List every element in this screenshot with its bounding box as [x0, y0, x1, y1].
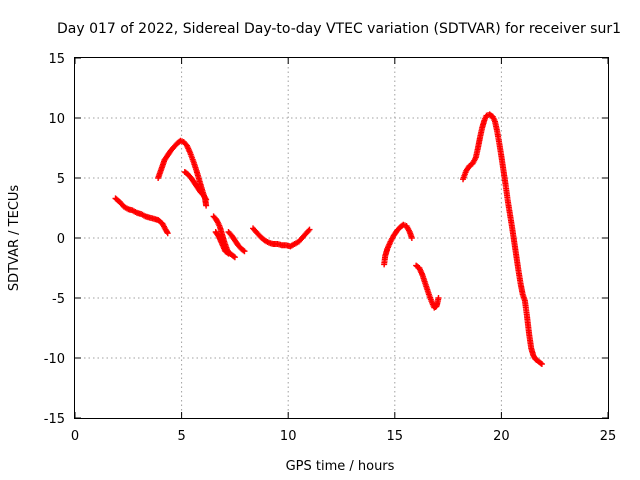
x-tick-label-0: 0 — [71, 429, 79, 444]
y-tick-label-6: -15 — [44, 412, 65, 427]
data-segment-6 — [250, 225, 313, 250]
data-point — [305, 227, 312, 234]
y-tick-label-3: 0 — [57, 232, 65, 247]
data-point — [435, 295, 442, 301]
data-point — [164, 229, 171, 235]
data-point — [203, 202, 210, 209]
data-point — [240, 247, 247, 254]
x-tick-label-4: 20 — [493, 429, 510, 444]
x-tick-label-1: 5 — [177, 429, 185, 444]
y-tick-label-4: -5 — [52, 292, 65, 307]
data-segment-0 — [112, 195, 171, 237]
y-tick-label-2: 5 — [57, 172, 65, 187]
data-segment-8 — [413, 262, 442, 311]
data-point — [537, 360, 544, 367]
data-segment-7 — [381, 221, 415, 268]
data-point — [230, 253, 237, 260]
data-segment-9 — [460, 111, 545, 367]
data-point — [306, 226, 313, 233]
grid — [75, 58, 608, 418]
chart-title: Day 017 of 2022, Sidereal Day-to-day VTE… — [57, 21, 621, 37]
data-segment-4 — [212, 229, 232, 257]
x-tick-label-3: 15 — [387, 429, 404, 444]
x-tick-label-5: 25 — [600, 429, 617, 444]
data-points — [112, 111, 545, 367]
data-segment-2 — [181, 169, 210, 203]
data-point — [225, 250, 232, 257]
y-tick-label-1: 10 — [48, 112, 65, 127]
data-point — [538, 361, 545, 367]
data-point — [241, 248, 248, 255]
data-segment-1 — [155, 137, 210, 209]
plot-frame — [74, 57, 609, 419]
data-point — [164, 230, 171, 237]
axis-ticks: 0 5 10 15 20 25 15 10 5 0 -5 -10 -15 — [44, 52, 617, 444]
data-point — [231, 254, 238, 261]
x-axis-label: GPS time / hours — [286, 459, 395, 474]
data-point — [408, 235, 415, 241]
data-point — [202, 195, 209, 202]
data-segment-5 — [225, 229, 248, 255]
y-tick-label-5: -10 — [44, 352, 65, 367]
y-axis-label: SDTVAR / TECUs — [7, 185, 22, 292]
x-tick-label-2: 10 — [280, 429, 297, 444]
data-point — [203, 196, 210, 203]
y-tick-label-0: 15 — [48, 52, 65, 67]
data-point — [224, 249, 231, 256]
